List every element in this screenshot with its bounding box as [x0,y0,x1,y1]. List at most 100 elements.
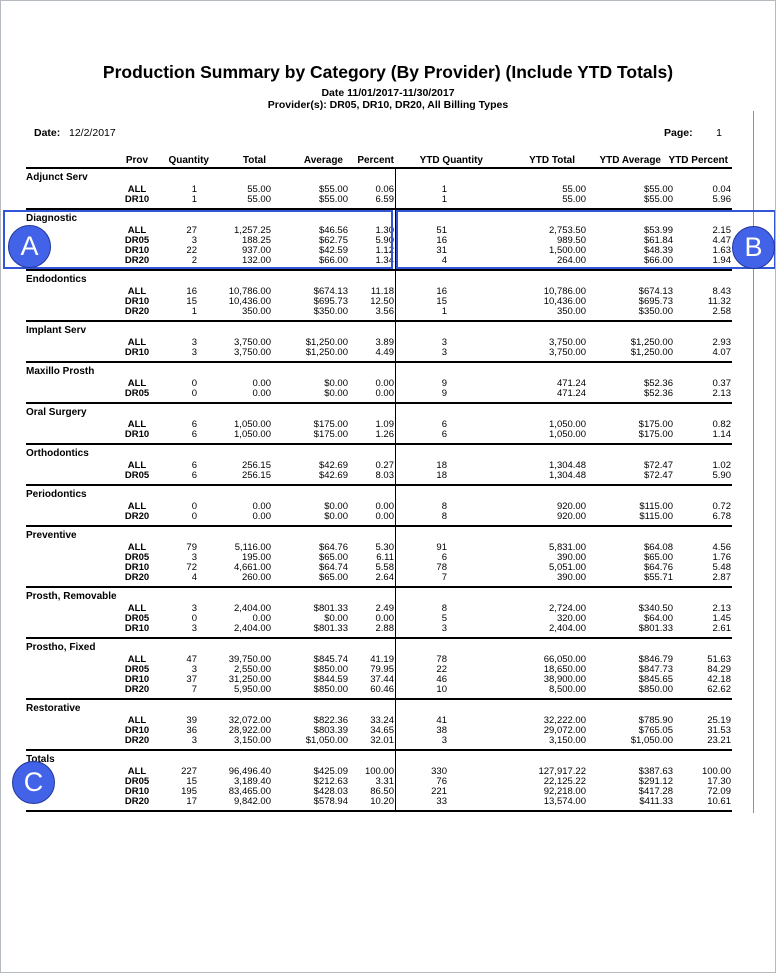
cell-quantity: 72 [186,562,197,573]
cell-prov: ALL [127,378,147,389]
category-label: Orthodontics [26,448,89,459]
cell-average: $42.69 [318,460,348,471]
cell-percent: 6.59 [375,194,395,205]
cell-average: $850.00 [313,684,348,695]
cell-prov: ALL [127,501,147,512]
cell-ytd-average: $55.00 [643,184,673,195]
cell-prov: DR20 [124,306,150,317]
column-header: YTD Total [529,155,575,166]
cell-quantity: 15 [186,776,197,787]
cell-ytd-total: 320.00 [556,613,586,624]
cell-average: $212.63 [313,776,348,787]
cell-percent: 1.12 [375,245,395,256]
cell-ytd-average: $55.71 [643,572,673,583]
cell-prov: ALL [127,337,147,348]
cell-ytd-total: 1,304.48 [549,470,586,481]
cell-prov: DR05 [124,613,150,624]
cell-quantity: 0 [191,378,197,389]
cell-ytd-total: 989.50 [556,235,586,246]
table-row: ALL 27 1,257.25 $46.56 1.30 51 2,753.50 $53.99 2… [26,226,732,236]
cell-total: 2,404.00 [234,603,271,614]
cell-ytd-average: $52.36 [643,388,673,399]
cell-quantity: 0 [191,501,197,512]
category-section: Periodontics ALL 0 0.00 $0.00 0.00 8 920.00 $115… [26,486,732,527]
cell-quantity: 3 [191,347,197,358]
cell-prov: ALL [127,286,147,297]
cell-quantity: 6 [191,419,197,430]
cell-average: $0.00 [324,378,348,389]
cell-ytd-total: 350.00 [556,306,586,317]
cell-ytd-quantity: 91 [436,542,447,553]
cell-quantity: 79 [186,542,197,553]
cell-percent: 60.46 [370,684,394,695]
cell-prov: DR20 [124,735,150,746]
cell-ytd-total: 1,050.00 [549,429,586,440]
cell-ytd-average: $1,050.00 [630,735,673,746]
cell-ytd-quantity: 5 [441,613,447,624]
cell-average: $42.69 [318,470,348,481]
cell-ytd-quantity: 7 [441,572,447,583]
cell-ytd-percent: 4.47 [712,235,732,246]
cell-ytd-total: 920.00 [556,511,586,522]
margin-guide-line [753,111,754,813]
category-label: Diagnostic [26,213,78,224]
cell-total: 1,050.00 [234,429,271,440]
cell-ytd-total: 2,724.00 [549,603,586,614]
category-label: Preventive [26,530,77,541]
cell-ytd-average: $175.00 [638,419,673,430]
cell-ytd-percent: 2.58 [712,306,732,317]
cell-ytd-percent: 4.07 [712,347,732,358]
cell-ytd-quantity: 16 [436,235,447,246]
cell-average: $0.00 [324,388,348,399]
cell-percent: 32.01 [370,735,394,746]
cell-quantity: 22 [186,245,197,256]
cell-ytd-total: 66,050.00 [543,654,586,665]
cell-ytd-average: $53.99 [643,225,673,236]
cell-total: 0.00 [252,613,272,624]
row-indent [26,379,116,389]
cell-ytd-total: 2,404.00 [549,623,586,634]
cell-average: $801.33 [313,623,348,634]
cell-ytd-percent: 2.61 [712,623,732,634]
table-row: DR05 0 0.00 $0.00 0.00 5 320.00 $64.00 1.45 [26,614,732,624]
cell-ytd-average: $846.79 [638,654,673,665]
cell-total: 10,436.00 [228,296,271,307]
cell-percent: 1.30 [375,225,395,236]
cell-percent: 3.56 [375,306,395,317]
column-header: Quantity [168,155,209,166]
cell-average: $0.00 [324,613,348,624]
cell-ytd-total: 5,831.00 [549,542,586,553]
row-indent [26,624,116,634]
cell-average: $801.33 [313,603,348,614]
cell-prov: DR10 [124,674,150,685]
cell-ytd-total: 32,222.00 [543,715,586,726]
table-row: DR20 1 350.00 $350.00 3.56 1 350.00 $350.00 2.58 [26,307,732,317]
cell-ytd-quantity: 4 [441,255,447,266]
column-header: Average [303,155,343,166]
cell-average: $803.39 [313,725,348,736]
cell-ytd-quantity: 31 [436,245,447,256]
cell-ytd-average: $175.00 [638,429,673,440]
cell-total: 55.00 [247,194,271,205]
cell-ytd-percent: 23.21 [707,735,731,746]
cell-quantity: 3 [191,235,197,246]
table-row: ALL 6 1,050.00 $175.00 1.09 6 1,050.00 $175.00 0… [26,420,732,430]
cell-total: 256.15 [241,470,271,481]
category-section: Restorative ALL 39 32,072.00 $822.36 33.24 41 3… [26,700,732,751]
highlight-box-current-columns [3,210,393,269]
cell-ytd-average: $847.73 [638,664,673,675]
cell-ytd-total: 264.00 [556,255,586,266]
row-indent [26,665,116,675]
cell-ytd-quantity: 3 [441,337,447,348]
cell-ytd-quantity: 22 [436,664,447,675]
category-section: Maxillo Prosth ALL 0 0.00 $0.00 0.00 9 471.24 $5… [26,363,732,404]
cell-ytd-quantity: 18 [436,470,447,481]
cell-ytd-average: $64.08 [643,542,673,553]
cell-average: $350.00 [313,306,348,317]
cell-ytd-average: $1,250.00 [630,347,673,358]
cell-percent: 6.11 [376,552,394,563]
category-label: Restorative [26,703,81,714]
cell-ytd-quantity: 38 [436,725,447,736]
table-row: ALL 3 2,404.00 $801.33 2.49 8 2,724.00 $340.50 2… [26,604,732,614]
category-section: Diagnostic ALL 27 1,257.25 $46.56 1.30 51 2,753… [26,210,732,271]
